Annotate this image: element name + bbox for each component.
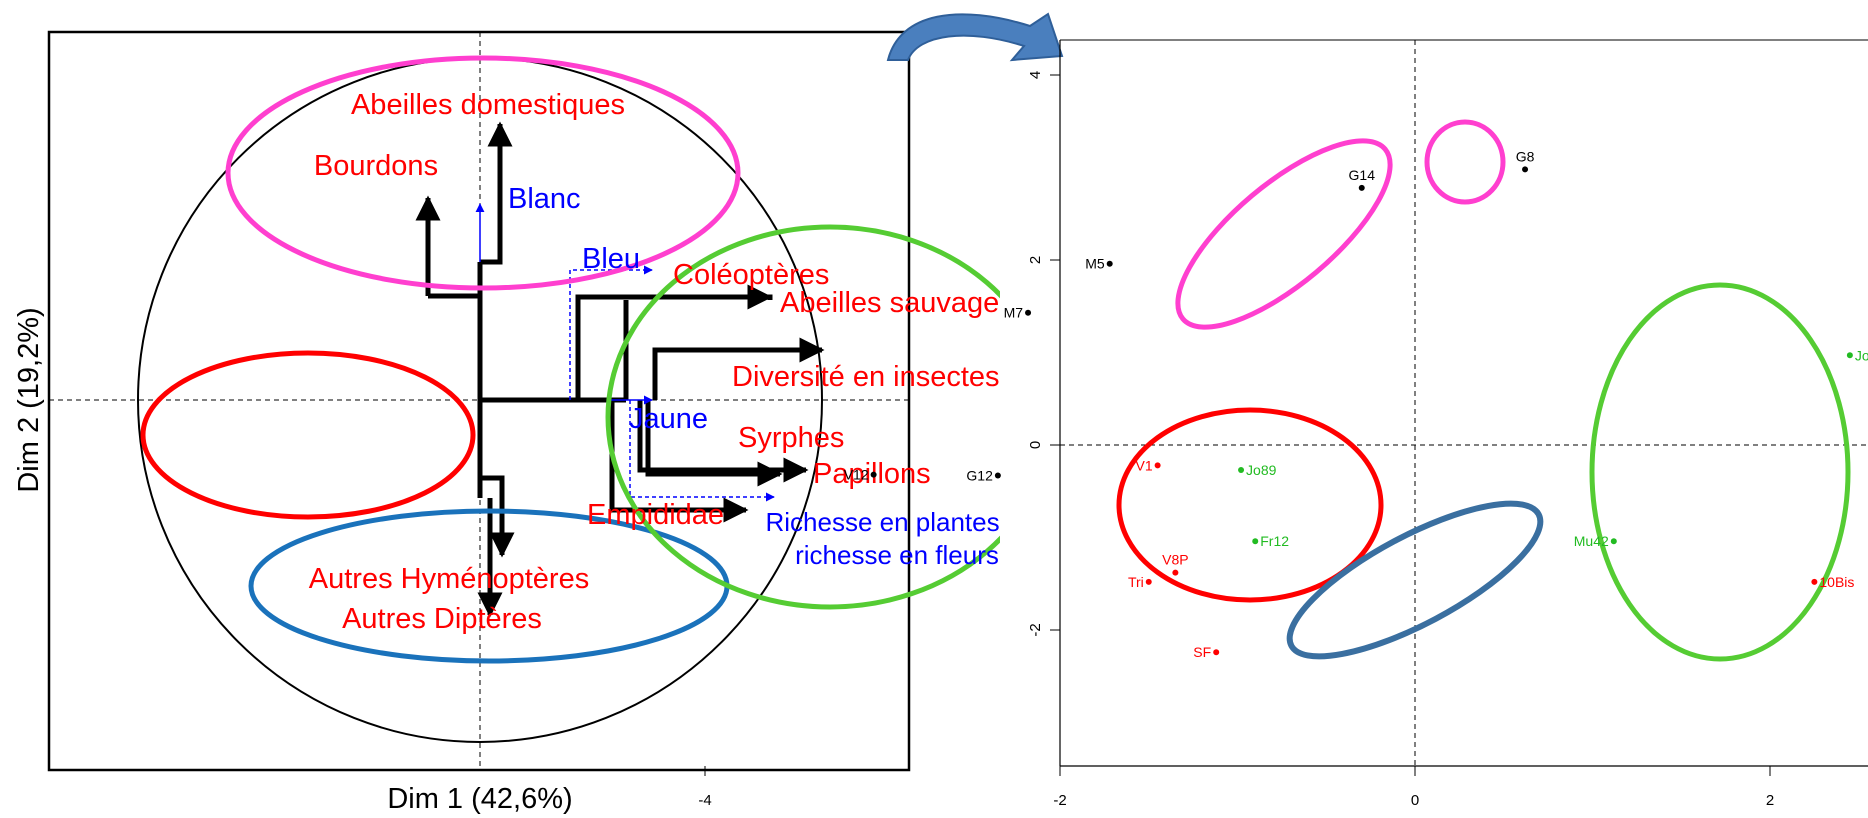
- scatter-point: [1252, 538, 1259, 545]
- y-tick-label: -2: [1027, 623, 1044, 636]
- scatter-point: [1811, 578, 1818, 585]
- pink-long-ellipse: [1175, 138, 1393, 330]
- point-label: G8: [1516, 148, 1535, 164]
- scatter-point: [994, 472, 1001, 479]
- label-syrphes: Syrphes: [738, 422, 844, 454]
- scatter-point: [1145, 578, 1152, 585]
- point-label: V8P: [1162, 552, 1188, 568]
- scatter-point: [1106, 260, 1113, 267]
- label-bleu: Bleu: [582, 243, 640, 275]
- pink-group-ellipse: [225, 55, 741, 291]
- y-tick-label: 0: [1027, 441, 1044, 449]
- label-abeilles-sauvages: Abeilles sauvages: [780, 287, 1000, 319]
- x-tick-label: -2: [1053, 792, 1066, 809]
- left-plot-frame: [47, 30, 911, 772]
- scatter-point: [1172, 569, 1179, 576]
- label-bourdons: Bourdons: [314, 150, 438, 182]
- point-label: Tri: [1128, 574, 1144, 590]
- scatter-point: [1213, 649, 1220, 656]
- point-label: M7: [1004, 305, 1024, 321]
- label-autres-hymenopteres: Autres Hyménoptères: [309, 563, 589, 595]
- x-tick-label: 2: [1766, 792, 1774, 809]
- point-label: Mu42: [1574, 533, 1609, 549]
- variable-arrows: [415, 121, 825, 618]
- point-label: Fr12: [1260, 533, 1289, 549]
- point-label: V12: [844, 467, 869, 483]
- point-label: G12: [966, 468, 993, 484]
- point-label: V1: [1136, 457, 1153, 473]
- point-label: Jo89: [1246, 462, 1277, 478]
- label-autres-dipteres: Autres Diptères: [342, 603, 542, 635]
- label-diversite-insectes: Diversité en insectes: [732, 361, 1000, 393]
- label-empididae: Empididae: [587, 499, 724, 531]
- green-individuals-ellipse: [1589, 282, 1851, 662]
- scatter-point: [1522, 166, 1529, 173]
- scatter-point: [870, 471, 877, 478]
- blue-individuals-ellipse: [1286, 500, 1544, 660]
- scatter-point: [1358, 184, 1365, 191]
- point-label: SF: [1193, 644, 1211, 660]
- red-group-ellipse: [140, 350, 476, 520]
- x-tick-label: -4: [698, 792, 711, 809]
- x-tick-label: 0: [1411, 792, 1419, 809]
- label-jaune: Jaune: [629, 403, 708, 435]
- point-label: 10Bis: [1819, 574, 1854, 590]
- point-label: Jo15: [1855, 347, 1868, 363]
- scatter-point: [1610, 538, 1617, 545]
- scatter-point: [1025, 309, 1032, 316]
- label-blanc: Blanc: [508, 183, 581, 215]
- label-richesse-plantes: Richesse en plantes et: [765, 507, 1000, 537]
- variable-labels: Abeilles domestiques Bourdons Blanc Bleu…: [309, 89, 1000, 635]
- left-y-axis-label: Dim 2 (19,2%): [13, 307, 45, 492]
- label-coleopteres: Coléoptères: [673, 259, 829, 291]
- point-label: G14: [1349, 167, 1376, 183]
- red-individuals-ellipse: [1116, 407, 1384, 603]
- left-x-axis-label: Dim 1 (42,6%): [387, 783, 572, 815]
- label-abeilles-domestiques: Abeilles domestiques: [351, 89, 625, 121]
- pink-small-ellipse: [1424, 119, 1506, 205]
- green-group-ellipse: [605, 224, 1000, 610]
- y-tick-label: 2: [1027, 256, 1044, 264]
- scatter-point: [1154, 462, 1161, 469]
- variables-circle-plot: Abeilles domestiques Bourdons Blanc Bleu…: [13, 30, 1000, 815]
- point-label: M5: [1085, 256, 1105, 272]
- scatter-point: [1238, 466, 1245, 473]
- scatter-point: [1846, 352, 1853, 359]
- label-richesse-fleurs: richesse en fleurs: [795, 540, 999, 570]
- y-tick-label: 4: [1027, 71, 1044, 79]
